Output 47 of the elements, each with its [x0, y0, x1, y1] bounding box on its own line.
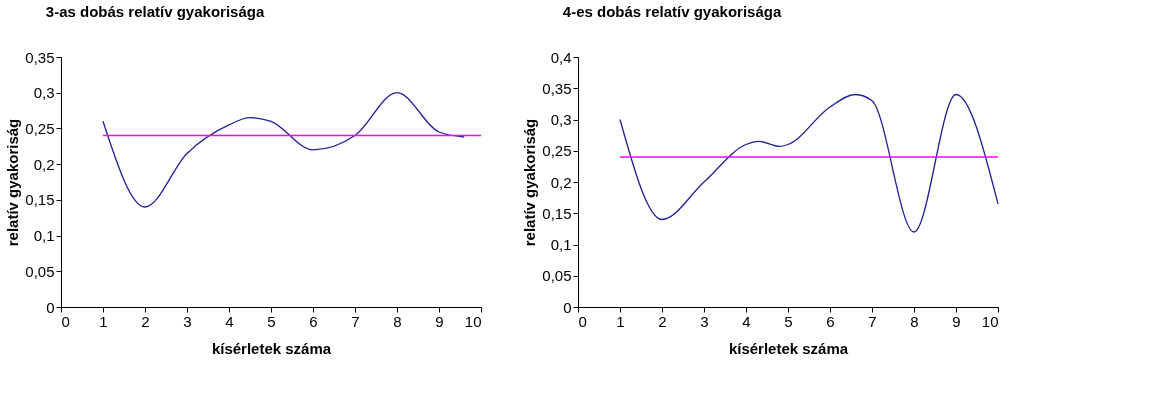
y-tick-label: 0,15 — [25, 191, 55, 209]
y-tick-label: 0,2 — [550, 173, 572, 191]
chart-title: 4-es dobás relatív gyakorisága — [562, 3, 782, 20]
y-tick-label: 0,1 — [33, 227, 55, 245]
x-tick-label: 8 — [393, 312, 402, 330]
y-tick-label: 0,4 — [550, 48, 572, 66]
y-tick-label: 0,05 — [25, 262, 55, 280]
y-tick-label: 0,15 — [542, 204, 572, 222]
x-tick-label: 3 — [700, 312, 709, 330]
line-series — [102, 92, 465, 208]
x-tick-label: 1 — [616, 312, 625, 330]
x-tick-label: 7 — [351, 312, 360, 330]
y-tick-label: 0 — [46, 298, 55, 316]
x-tick-label: 10 — [464, 312, 482, 330]
x-tick-label: 0 — [578, 312, 587, 330]
x-tick-label: 5 — [267, 312, 276, 330]
x-tick-label: 9 — [952, 312, 961, 330]
y-tick-label: 0,25 — [542, 142, 572, 160]
y-tick-label: 0,2 — [33, 155, 55, 173]
line-series — [619, 93, 999, 233]
x-tick-label: 2 — [141, 312, 150, 330]
x-tick-label: 9 — [435, 312, 444, 330]
x-tick-label: 4 — [742, 312, 751, 330]
x-tick-label: 7 — [868, 312, 877, 330]
y-tick-label: 0,05 — [542, 267, 572, 285]
y-axis-title: relatív gyakoriság — [4, 118, 22, 247]
y-tick-label: 0,35 — [542, 79, 572, 97]
y-tick-label: 0 — [563, 298, 572, 316]
x-tick-label: 6 — [826, 312, 835, 330]
x-tick-label: 8 — [910, 312, 919, 330]
x-tick-label: 3 — [183, 312, 192, 330]
y-tick-label: 0,25 — [25, 119, 55, 137]
x-tick-label: 2 — [658, 312, 667, 330]
x-tick-label: 0 — [61, 312, 70, 330]
y-axis-title: relatív gyakoriság — [521, 118, 539, 247]
y-tick-label: 0,35 — [25, 48, 55, 66]
y-tick-label: 0,1 — [550, 236, 572, 253]
x-tick-label: 4 — [225, 312, 234, 330]
x-axis-title: kísérletek száma — [211, 339, 332, 357]
x-tick-label: 10 — [981, 312, 999, 330]
x-tick-label: 5 — [784, 312, 793, 330]
x-axis-title: kísérletek száma — [728, 339, 849, 357]
chart-title: 3-as dobás relatív gyakorisága — [45, 3, 265, 20]
x-tick-label: 1 — [99, 312, 108, 330]
y-tick-label: 0,3 — [33, 84, 55, 102]
x-tick-label: 6 — [309, 312, 318, 330]
y-tick-label: 0,3 — [550, 111, 572, 128]
